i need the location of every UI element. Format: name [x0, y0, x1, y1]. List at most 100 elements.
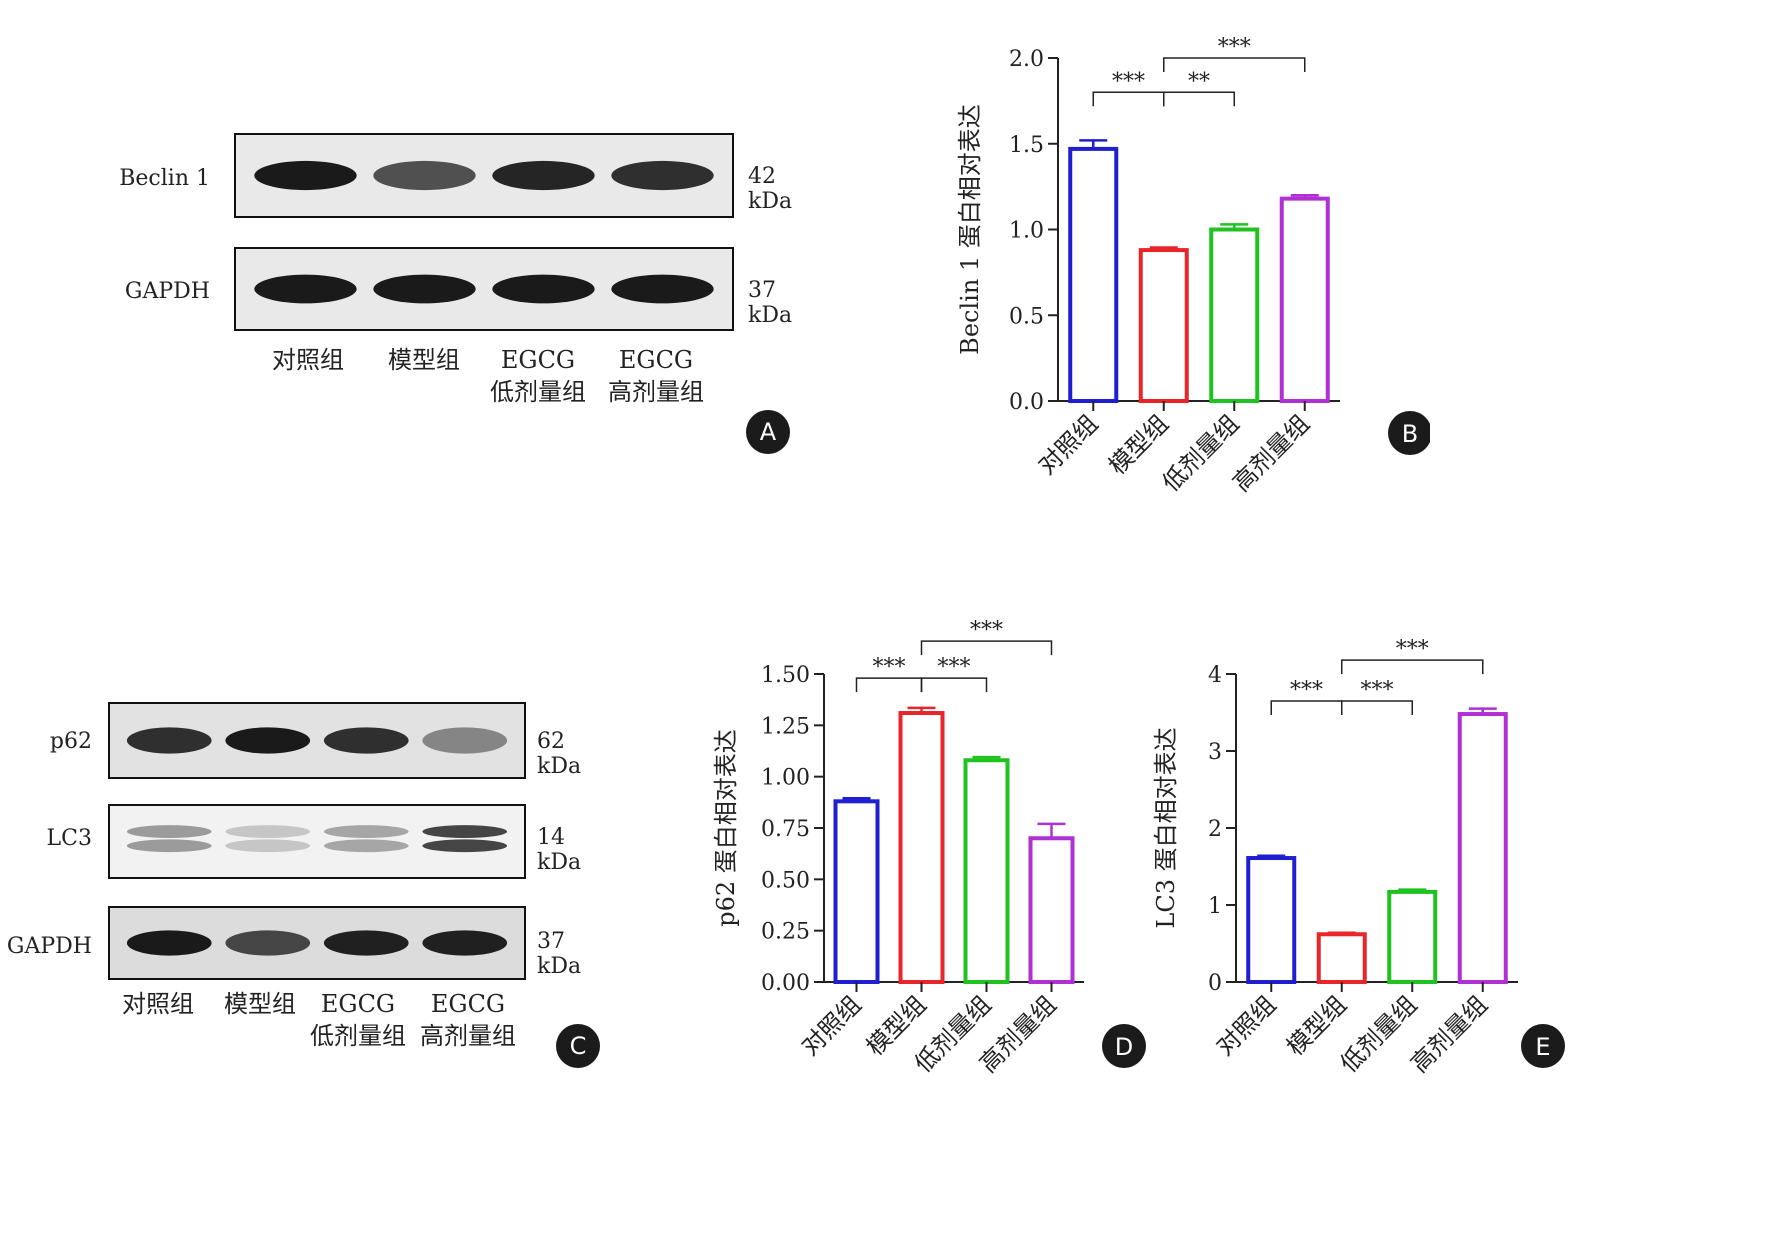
chart-e-sig-label-1: ***	[1290, 678, 1323, 703]
chart-e-badge-circle	[1521, 1024, 1565, 1068]
chart-b-x-tick-label-4: 高剂量组	[1227, 409, 1315, 497]
chart-d-bar-2	[898, 711, 945, 984]
blot-a-kda-gapdh: 37 kDa	[748, 278, 793, 328]
blot-a-gapdh-band-2	[373, 274, 476, 304]
blot-c-strip-p62	[108, 702, 526, 779]
blot-c-lc3-band-lower-1	[126, 839, 212, 853]
blot-a-beclin1-band-1	[254, 160, 357, 191]
blot-c-lc3-band-upper-3	[323, 825, 409, 838]
chart-d-sig-label-2: ***	[938, 655, 971, 680]
chart-b-bar-1	[1068, 146, 1119, 403]
chart-e-y-tick-label-3: 3	[1208, 740, 1222, 765]
chart-d-y-tick-label-4: 1.00	[761, 766, 810, 791]
chart-e-y-tick-label-1: 1	[1208, 894, 1222, 919]
blot-a-gapdh-band-3	[492, 274, 595, 304]
chart-d-badge-circle	[1102, 1024, 1146, 1068]
chart-b-badge-letter: B	[1402, 420, 1418, 448]
chart-d-y-tick-label-3: 0.75	[761, 817, 810, 842]
chart-d-bar-3	[963, 758, 1010, 984]
blot-c-kda-lc3: 14 kDa	[537, 825, 582, 875]
chart-b-badge-circle	[1388, 411, 1430, 455]
blot-c-label-lc3: LC3	[46, 826, 92, 851]
blot-a-beclin1-band-4	[611, 160, 714, 191]
chart-d-badge-letter: D	[1115, 1033, 1133, 1061]
blot-a-strip-beclin1	[234, 133, 734, 218]
blot-a-beclin1-band-3	[492, 160, 595, 191]
blot-c-lane-2: 模型组	[224, 990, 296, 1018]
chart-e-sig-label-2: ***	[1361, 678, 1394, 703]
chart-e-bar-3	[1387, 889, 1438, 984]
blot-a-label-gapdh: GAPDH	[124, 279, 210, 304]
blot-c-p62-band-3	[323, 727, 409, 754]
blot-c-gapdh-band-4	[422, 930, 508, 956]
blot-c-lane-3: EGCG 低剂量组	[310, 990, 406, 1050]
chart-e-x-tick-label-4: 高剂量组	[1405, 990, 1493, 1078]
blot-c-gapdh-band-2	[225, 930, 311, 956]
chart-d-x-tick-label-1: 对照组	[796, 990, 867, 1061]
chart-b-x-tick-label-3: 低剂量组	[1157, 409, 1245, 497]
chart-b-sig-label-3: ***	[1218, 35, 1251, 60]
chart-b-sig-label-2: **	[1188, 69, 1210, 94]
chart-b-y-tick-label-1: 0.5	[1009, 304, 1044, 329]
chart-e-sig-bracket-3	[1341, 659, 1484, 675]
chart-d-sig-label-1: ***	[873, 655, 906, 680]
panel-c-badge: C	[556, 1024, 600, 1068]
chart-e-y-tick-label-4: 4	[1208, 663, 1222, 688]
chart-d-y-tick-label-6: 1.50	[761, 663, 810, 688]
blot-c-kda-p62: 62 kDa	[537, 729, 582, 779]
chart-b-bar-4	[1279, 196, 1330, 403]
chart-d-sig-bracket-2	[920, 677, 988, 693]
chart-e-x-tick-label-1: 对照组	[1211, 990, 1282, 1061]
chart-e-x-tick-label-3: 低剂量组	[1335, 990, 1423, 1078]
chart-b-y-label: Beclin 1 蛋白相对表达	[956, 104, 984, 355]
blot-c-p62-band-2	[225, 727, 311, 754]
chart-b-x-tick-label-1: 对照组	[1033, 409, 1104, 480]
chart-b-y-tick-label-4: 2.0	[1009, 47, 1044, 72]
chart-d-bar-4	[1028, 836, 1075, 984]
blot-a-lane-3: EGCG 低剂量组	[490, 346, 586, 406]
blot-a-gapdh-band-1	[254, 274, 357, 304]
chart-d-sig-bracket-1	[855, 677, 923, 693]
chart-e-y-label: LC3 蛋白相对表达	[1152, 727, 1180, 928]
blot-c-strip-gapdh	[108, 906, 526, 980]
chart-e-bar-4	[1457, 712, 1508, 984]
blot-c-lane-4: EGCG 高剂量组	[420, 990, 516, 1050]
chart-b-sig-label-1: ***	[1112, 69, 1145, 94]
blot-a-gapdh-band-4	[611, 274, 714, 304]
chart-d-sig-label-3: ***	[970, 618, 1003, 643]
chart-d-p62: 0.00 0.25 0.50 0.75 1.00 1.25 1.50 p62 蛋白相对表达对照…	[712, 618, 1146, 1078]
blot-a-lane-1: 对照组	[272, 346, 344, 374]
panel-a-badge: A	[746, 410, 790, 454]
chart-d-y-tick-label-2: 0.50	[761, 868, 810, 893]
blot-c-lc3-band-upper-2	[225, 825, 311, 838]
chart-e-y-tick-label-2: 2	[1208, 817, 1222, 842]
blot-c-strip-lc3	[108, 804, 526, 879]
blot-a-lane-4: EGCG 高剂量组	[608, 346, 704, 406]
chart-b-y-tick-label-2: 1.0	[1009, 219, 1044, 244]
blot-c-gapdh-band-1	[126, 930, 212, 956]
blot-a-label-beclin1: Beclin 1	[119, 166, 210, 191]
blot-c-label-p62: p62	[49, 729, 92, 754]
chart-b-bar-3	[1209, 227, 1260, 403]
chart-b-sig-bracket-1	[1092, 91, 1165, 107]
blot-c-p62-band-4	[422, 727, 508, 754]
chart-d-bar-1	[833, 799, 880, 984]
chart-b-sig-bracket-3	[1163, 57, 1306, 72]
blot-a-kda-beclin1: 42 kDa	[748, 164, 793, 214]
blot-a-strip-gapdh	[234, 247, 734, 331]
chart-e-sig-bracket-2	[1341, 700, 1413, 715]
blot-c-label-gapdh: GAPDH	[6, 934, 92, 959]
blot-c-gapdh-band-3	[323, 930, 409, 956]
chart-b-bar-2	[1138, 248, 1189, 403]
chart-e-badge-letter: E	[1535, 1033, 1550, 1061]
chart-d-sig-bracket-3	[920, 640, 1053, 656]
blot-c-lc3-band-lower-2	[225, 839, 311, 853]
blot-c-kda-gapdh: 37 kDa	[537, 929, 582, 979]
chart-d-y-tick-label-1: 0.25	[761, 920, 810, 945]
blot-c-lane-1: 对照组	[122, 990, 194, 1018]
blot-a-lane-2: 模型组	[388, 346, 460, 374]
chart-e-sig-label-3: ***	[1396, 637, 1429, 662]
chart-e-y-tick-label-0: 0	[1208, 971, 1222, 996]
